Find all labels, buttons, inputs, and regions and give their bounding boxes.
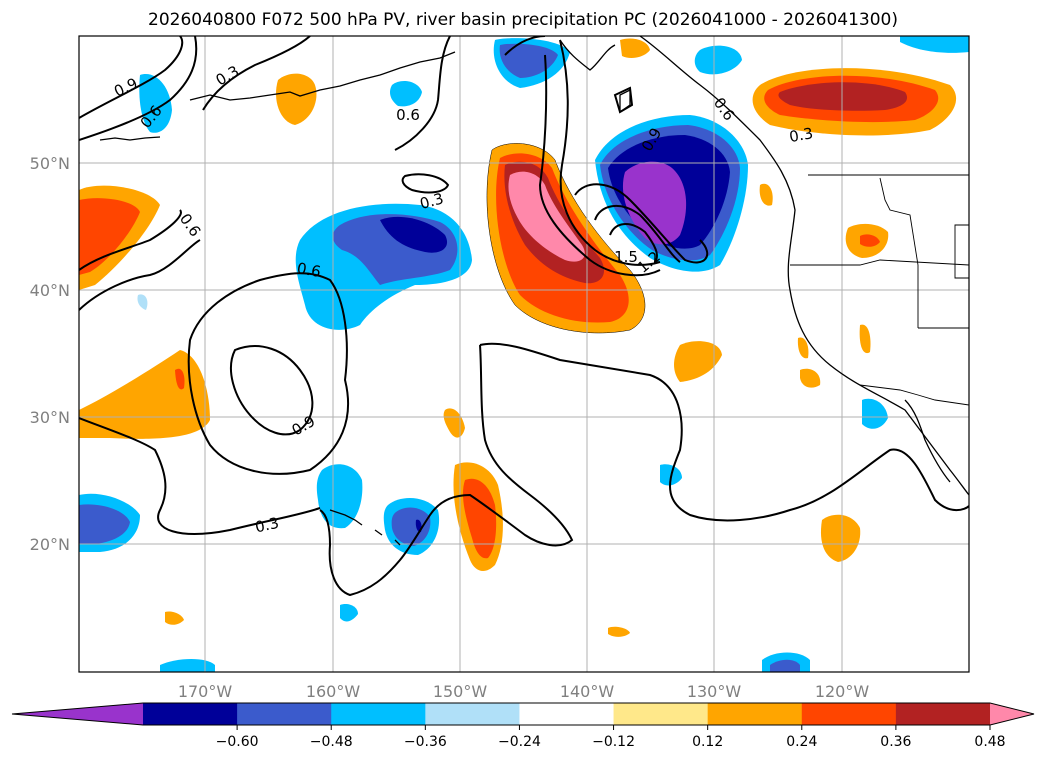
contour-label: 0.3 bbox=[788, 124, 815, 146]
longitude-labels: 170°W 160°W 150°W 140°W 130°W 120°W bbox=[178, 682, 870, 701]
colorbar-segment bbox=[425, 703, 520, 725]
colorbar-segment bbox=[331, 703, 426, 725]
political-borders bbox=[790, 174, 969, 406]
colorbar-segment bbox=[237, 703, 332, 725]
colorbar-tick-label: 0.36 bbox=[880, 734, 911, 750]
lat-label-50n: 50°N bbox=[30, 154, 70, 173]
colorbar-segment bbox=[801, 703, 897, 725]
lon-label-170w: 170°W bbox=[178, 682, 233, 701]
lat-label-20n: 20°N bbox=[30, 535, 70, 554]
latitude-labels: 50°N 40°N 30°N 20°N bbox=[30, 154, 70, 554]
lon-label-150w: 150°W bbox=[433, 682, 488, 701]
contour-label: 0.6 bbox=[296, 259, 323, 281]
colorbar-tick-label: −0.12 bbox=[592, 734, 635, 750]
map-plot-area: 0.9 0.6 0.3 0.6 0.6 0.3 0.6 0.9 0.3 1.5 … bbox=[79, 36, 969, 672]
lon-label-140w: 140°W bbox=[560, 682, 615, 701]
colorbar-tick-label: 0.48 bbox=[974, 734, 1005, 750]
colorbar-segment bbox=[519, 703, 615, 725]
colorbar-extend-low bbox=[12, 703, 143, 725]
contour-label: 1.5 bbox=[614, 248, 638, 266]
pv-contours bbox=[79, 36, 969, 597]
colorbar-segment bbox=[895, 703, 991, 725]
colorbar-tick-label: −0.24 bbox=[498, 734, 541, 750]
lon-label-130w: 130°W bbox=[687, 682, 742, 701]
gridlines bbox=[79, 36, 969, 672]
colorbar-tick-label: −0.60 bbox=[216, 734, 259, 750]
colorbar-extend-high bbox=[990, 703, 1034, 725]
colorbar-segment bbox=[707, 703, 803, 725]
colorbar-tick-label: 0.24 bbox=[786, 734, 817, 750]
colorbar: −0.60 −0.48 −0.36 −0.24 −0.12 0.12 0.24 0.36 0.4… bbox=[11, 702, 1035, 750]
colorbar-tick-label: −0.36 bbox=[404, 734, 447, 750]
coastlines bbox=[99, 36, 969, 546]
contour-label: 0.6 bbox=[396, 106, 420, 124]
colorbar-outline bbox=[11, 702, 1035, 726]
lon-label-160w: 160°W bbox=[306, 682, 361, 701]
figure-title: 2026040800 F072 500 hPa PV, river basin … bbox=[148, 10, 898, 30]
colorbar-segment bbox=[613, 703, 709, 725]
colorbar-segment bbox=[143, 703, 238, 725]
lat-label-40n: 40°N bbox=[30, 281, 70, 300]
lon-label-120w: 120°W bbox=[815, 682, 870, 701]
contour-label: 0.3 bbox=[253, 514, 280, 537]
colorbar-tick-label: −0.48 bbox=[310, 734, 353, 750]
colorbar-tick-label: 0.12 bbox=[692, 734, 723, 750]
contour-label: 0.3 bbox=[418, 189, 446, 213]
lat-label-30n: 30°N bbox=[30, 408, 70, 427]
plot-frame bbox=[78, 35, 970, 673]
